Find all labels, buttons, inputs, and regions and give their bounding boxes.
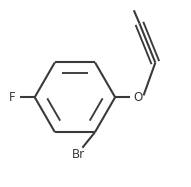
Text: Br: Br <box>72 148 85 161</box>
Text: F: F <box>9 91 16 104</box>
Text: O: O <box>133 91 142 104</box>
